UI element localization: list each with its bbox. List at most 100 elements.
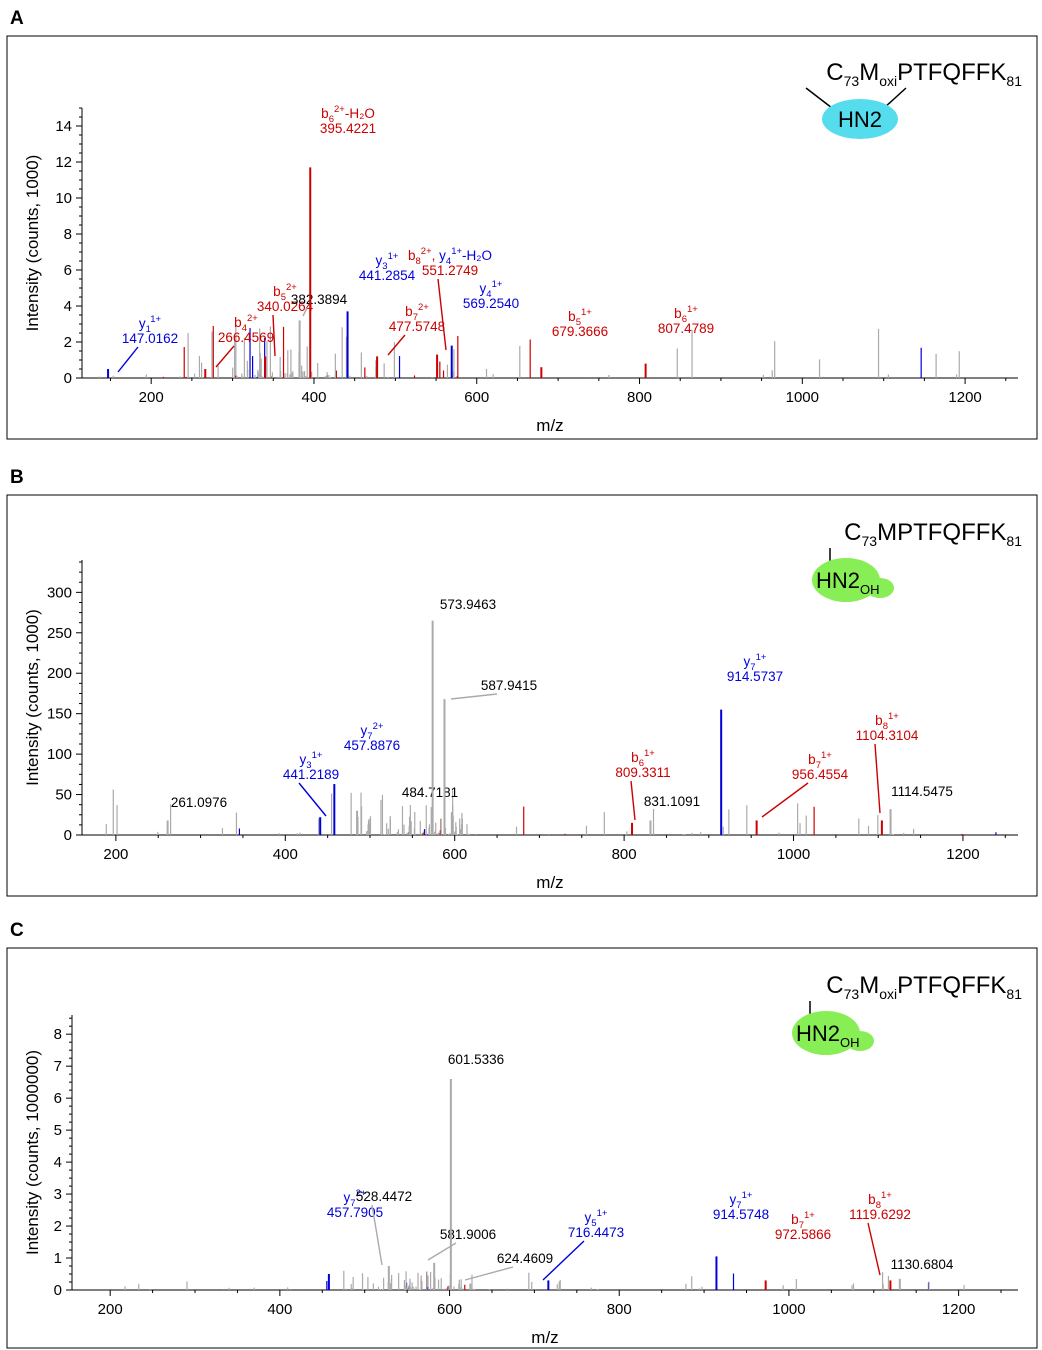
peak-mz-label: 457.8876 xyxy=(344,738,400,753)
peak-mz-label: 395.4221 xyxy=(320,121,376,136)
panel-B: B 200 400 600 800 1000 1200 0 50 100 150 200 250 300 m… xyxy=(6,467,1038,897)
y-tick-label: 8 xyxy=(64,226,72,243)
y-tick-label: 12 xyxy=(55,154,72,171)
panel-A: A 200 400 600 800 1000 1200 0 2 4 6 8 10 12 14 m/z Inten… xyxy=(6,8,1038,440)
panel-label: B xyxy=(10,467,24,488)
x-tick-label: 200 xyxy=(98,1301,123,1318)
ion-label: b62+-H₂O xyxy=(321,104,375,125)
y-tick-label: 10 xyxy=(55,190,72,207)
panel-C: C 200 400 600 800 1000 1200 0 1 2 3 4 5 6 7 8 m/z Intensi… xyxy=(6,920,1038,1349)
ion-label: b72+ xyxy=(405,302,429,323)
y-axis-label: Intensity (counts, 1000) xyxy=(23,609,42,786)
axes: 200 400 600 800 1000 1200 0 2 4 6 8 10 12 14 xyxy=(55,107,1018,406)
structure-cartoon: C73MoxiPTFQFFK81 HN2 xyxy=(805,59,1022,139)
annotated-peaks: 261.0976 y31+441.2189 y72+457.8876 484.7181… xyxy=(166,597,953,835)
x-tick-label: 200 xyxy=(103,846,128,863)
peak-mz-label: 679.3666 xyxy=(552,324,608,339)
hn2-blob xyxy=(812,558,880,602)
peak-mz-label: 1119.6292 xyxy=(849,1207,911,1222)
peak-mz-label: 261.0976 xyxy=(171,795,227,810)
y-tick-label: 2 xyxy=(54,1218,62,1235)
noise-peaks xyxy=(124,1270,965,1290)
x-axis-label: m/z xyxy=(536,873,563,892)
x-tick-label: 400 xyxy=(267,1301,292,1318)
y-tick-label: 8 xyxy=(54,1026,62,1043)
noise-peaks xyxy=(105,789,997,835)
y-tick-label: 4 xyxy=(64,298,72,315)
y-tick-label: 3 xyxy=(54,1186,62,1203)
peptide-sequence: C73MoxiPTFQFFK81 xyxy=(826,972,1022,1002)
ion-label: y71+ xyxy=(730,1190,753,1211)
peak-mz-label: 914.5748 xyxy=(713,1207,769,1222)
peak-mz-label: 809.3311 xyxy=(615,765,670,780)
peak-mz-label: 807.4789 xyxy=(658,321,714,336)
peak-leader xyxy=(298,782,327,817)
y-tick-label: 100 xyxy=(47,746,72,763)
ion-label: y41+ xyxy=(480,279,503,300)
peak-leader xyxy=(387,334,406,356)
ion-label: b52+ xyxy=(273,282,297,303)
peak-leader xyxy=(464,1266,514,1281)
peak-leader xyxy=(761,782,809,818)
crosslink-bond xyxy=(805,87,833,109)
peak-mz-label: 956.4554 xyxy=(792,767,849,782)
y-tick-label: 50 xyxy=(55,787,72,804)
peak-mz-label: 340.0264 xyxy=(257,299,314,314)
y-tick-label: 4 xyxy=(54,1154,62,1171)
x-tick-label: 600 xyxy=(437,1301,462,1318)
peak-mz-label: 484.7181 xyxy=(402,785,458,800)
panel-label: A xyxy=(10,8,24,29)
y-axis-label: Intensity (counts, 1000) xyxy=(23,155,42,332)
ion-label: b82+, y41+-H₂O xyxy=(408,246,492,267)
x-axis-label: m/z xyxy=(531,1328,558,1347)
y-tick-label: 300 xyxy=(47,584,72,601)
x-tick-label: 400 xyxy=(301,389,326,406)
x-tick-label: 1000 xyxy=(777,846,810,863)
peak-mz-label: 716.4473 xyxy=(568,1225,624,1240)
peak-leader xyxy=(874,743,881,814)
panel-label: C xyxy=(10,920,24,941)
peptide-sequence: C73MPTFQFFK81 xyxy=(844,519,1022,549)
peak-mz-label: 528.4472 xyxy=(356,1189,412,1204)
structure-cartoon: C73MPTFQFFK81 HN2OH xyxy=(812,519,1022,602)
peak-leader xyxy=(215,345,235,368)
peak-leader xyxy=(867,1222,881,1276)
ion-label: b61+ xyxy=(674,304,698,325)
x-tick-label: 800 xyxy=(607,1301,632,1318)
y-tick-label: 14 xyxy=(55,118,72,135)
peak-mz-label: 551.2749 xyxy=(422,263,478,278)
peak-mz-label: 624.4609 xyxy=(497,1251,553,1266)
hn2-label: HN2OH xyxy=(816,568,880,597)
x-tick-label: 1000 xyxy=(772,1301,805,1318)
ion-label: y71+ xyxy=(744,652,767,673)
y-tick-label: 200 xyxy=(47,665,72,682)
annotated-peaks: y11+147.0162 b42+266.4569 b52+340.0264382.… xyxy=(107,104,714,378)
ion-label: y31+ xyxy=(300,750,323,771)
x-tick-label: 1200 xyxy=(942,1301,975,1318)
y-tick-label: 0 xyxy=(64,827,72,844)
peak-mz-label: 477.5748 xyxy=(389,319,445,334)
crosslink-bond xyxy=(883,87,907,109)
peptide-sequence: C73MoxiPTFQFFK81 xyxy=(826,59,1022,89)
oh-blob xyxy=(846,1031,874,1051)
peak-mz-label: 441.2189 xyxy=(283,767,339,782)
y-tick-label: 1 xyxy=(54,1250,62,1267)
peak-mz-label: 441.2854 xyxy=(359,268,416,283)
peak-leader xyxy=(302,307,308,317)
ion-label: y72+ xyxy=(361,721,384,742)
hn2-label: HN2 xyxy=(838,107,882,132)
peak-leader xyxy=(542,1240,585,1281)
peak-mz-label: 382.3894 xyxy=(291,292,348,307)
hn2-blob xyxy=(822,99,898,139)
axes: 200 400 600 800 1000 1200 0 1 2 3 4 5 6 7 8 xyxy=(54,1015,1018,1318)
x-tick-label: 600 xyxy=(464,389,489,406)
ion-label: y51+ xyxy=(585,1208,608,1229)
peak-mz-label: 1104.3104 xyxy=(856,728,919,743)
x-tick-label: 800 xyxy=(627,389,652,406)
peak-mz-label: 147.0162 xyxy=(122,331,178,346)
peak-leader xyxy=(371,1204,383,1266)
peak-mz-label: 573.9463 xyxy=(440,597,496,612)
peak-mz-label: 1130.6804 xyxy=(891,1257,954,1272)
peak-mz-label: 601.5336 xyxy=(448,1052,504,1067)
y-tick-label: 2 xyxy=(64,334,72,351)
